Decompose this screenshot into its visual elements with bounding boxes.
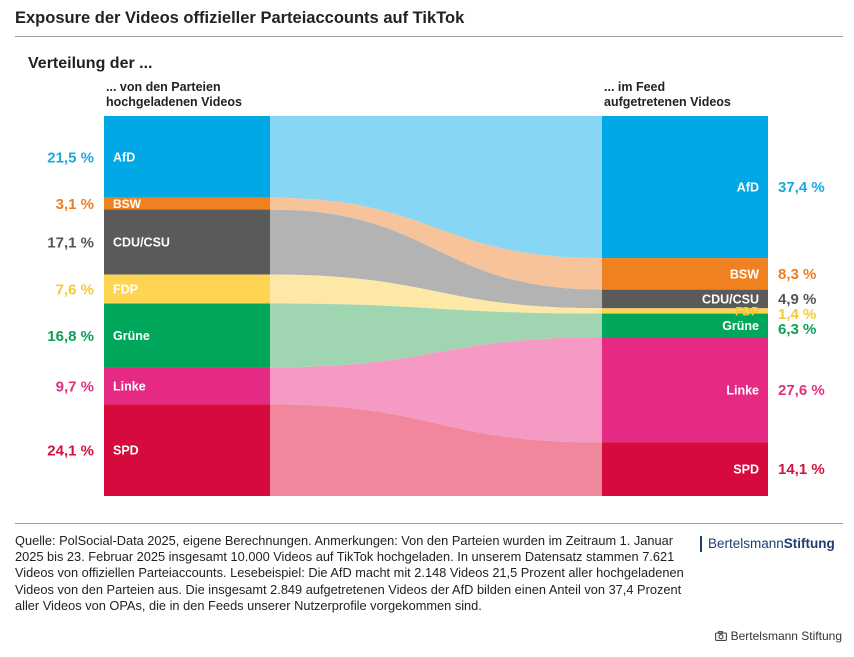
brand-regular: Bertelsmann [708, 536, 784, 551]
bar-right-gruene [602, 313, 768, 338]
bar-right-spd [602, 442, 768, 496]
left-party-label-bsw: BSW [113, 197, 142, 211]
left-header-line-1: ... von den Parteien [106, 80, 221, 94]
credit-text: Bertelsmann Stiftung [730, 629, 842, 643]
uploaded-value-cdu-csu: 17,1 % [47, 235, 94, 252]
flow-gruene [270, 303, 602, 368]
feed-value-cdu-csu: 4,9 % [778, 291, 816, 308]
bar-left-cdu-csu [104, 209, 270, 275]
bar-right-cdu-csu [602, 289, 768, 309]
right-party-label-bsw: BSW [730, 267, 759, 281]
uploaded-value-linke: 9,7 % [56, 378, 94, 395]
left-party-label-fdp: FDP [113, 283, 138, 297]
footer-divider [15, 523, 843, 524]
left-column-header: ... von den Parteien hochgeladenen Video… [106, 80, 306, 110]
right-party-label-gruene: Grüne [722, 319, 759, 333]
flow-cdu-csu [270, 209, 602, 309]
bar-right-linke [602, 337, 768, 443]
chart-title: Exposure der Videos offizieller Parteiac… [15, 9, 465, 27]
flow-fdp [270, 274, 602, 314]
brand-logo: BertelsmannStiftung [700, 536, 835, 552]
feed-value-fdp: 1,4 % [778, 306, 816, 323]
uploaded-value-fdp: 7,6 % [56, 282, 94, 299]
feed-value-linke: 27,6 % [778, 382, 825, 399]
left-party-label-linke: Linke [113, 379, 146, 393]
flow-bsw [270, 197, 602, 290]
bar-left-gruene [104, 303, 270, 368]
brand-bold: Stiftung [783, 536, 835, 551]
right-party-label-cdu-csu: CDU/CSU [702, 292, 759, 306]
right-party-label-afd: AfD [737, 181, 759, 195]
flow-afd [270, 116, 602, 259]
right-column-header: ... im Feed aufgetretenen Videos [604, 80, 804, 110]
flow-linke [270, 337, 602, 443]
feed-value-afd: 37,4 % [778, 179, 825, 196]
right-party-label-fdp: FDP [735, 304, 759, 318]
right-header-line-1: ... im Feed [604, 80, 666, 94]
chart-subtitle: Verteilung der ... [28, 55, 153, 72]
bar-left-bsw [104, 197, 270, 210]
uploaded-value-gruene: 16,8 % [47, 328, 94, 345]
flow-spd [270, 404, 602, 496]
feed-value-spd: 14,1 % [778, 461, 825, 478]
title-divider [15, 36, 843, 37]
uploaded-value-afd: 21,5 % [47, 149, 94, 166]
bar-left-fdp [104, 274, 270, 304]
bar-right-afd [602, 116, 768, 259]
camera-icon [714, 631, 727, 641]
source-note: Quelle: PolSocial-Data 2025, eigene Bere… [15, 533, 684, 613]
sankey-chart: AfD AfD 21,5 % BSW BSW 3,1 % CDU/CSU CDU/CSU 17,… [47, 116, 825, 496]
left-party-label-spd: SPD [113, 444, 139, 458]
bar-right-fdp [602, 308, 768, 314]
uploaded-value-bsw: 3,1 % [56, 196, 94, 213]
left-party-label-afd: AfD [113, 150, 135, 164]
photo-credit: Bertelsmann Stiftung [714, 629, 842, 643]
left-party-label-cdu-csu: CDU/CSU [113, 236, 170, 250]
uploaded-value-spd: 24,1 % [47, 443, 94, 460]
bar-left-linke [104, 367, 270, 405]
right-header-line-2: aufgetretenen Videos [604, 95, 731, 109]
left-header-line-2: hochgeladenen Videos [106, 95, 242, 109]
bar-left-spd [104, 404, 270, 496]
bar-right-bsw [602, 258, 768, 290]
left-party-label-gruene: Grüne [113, 329, 150, 343]
right-party-label-spd: SPD [733, 463, 759, 477]
bar-left-afd [104, 116, 270, 198]
feed-value-gruene: 6,3 % [778, 321, 816, 338]
right-party-label-linke: Linke [726, 383, 759, 397]
feed-value-bsw: 8,3 % [778, 266, 816, 283]
